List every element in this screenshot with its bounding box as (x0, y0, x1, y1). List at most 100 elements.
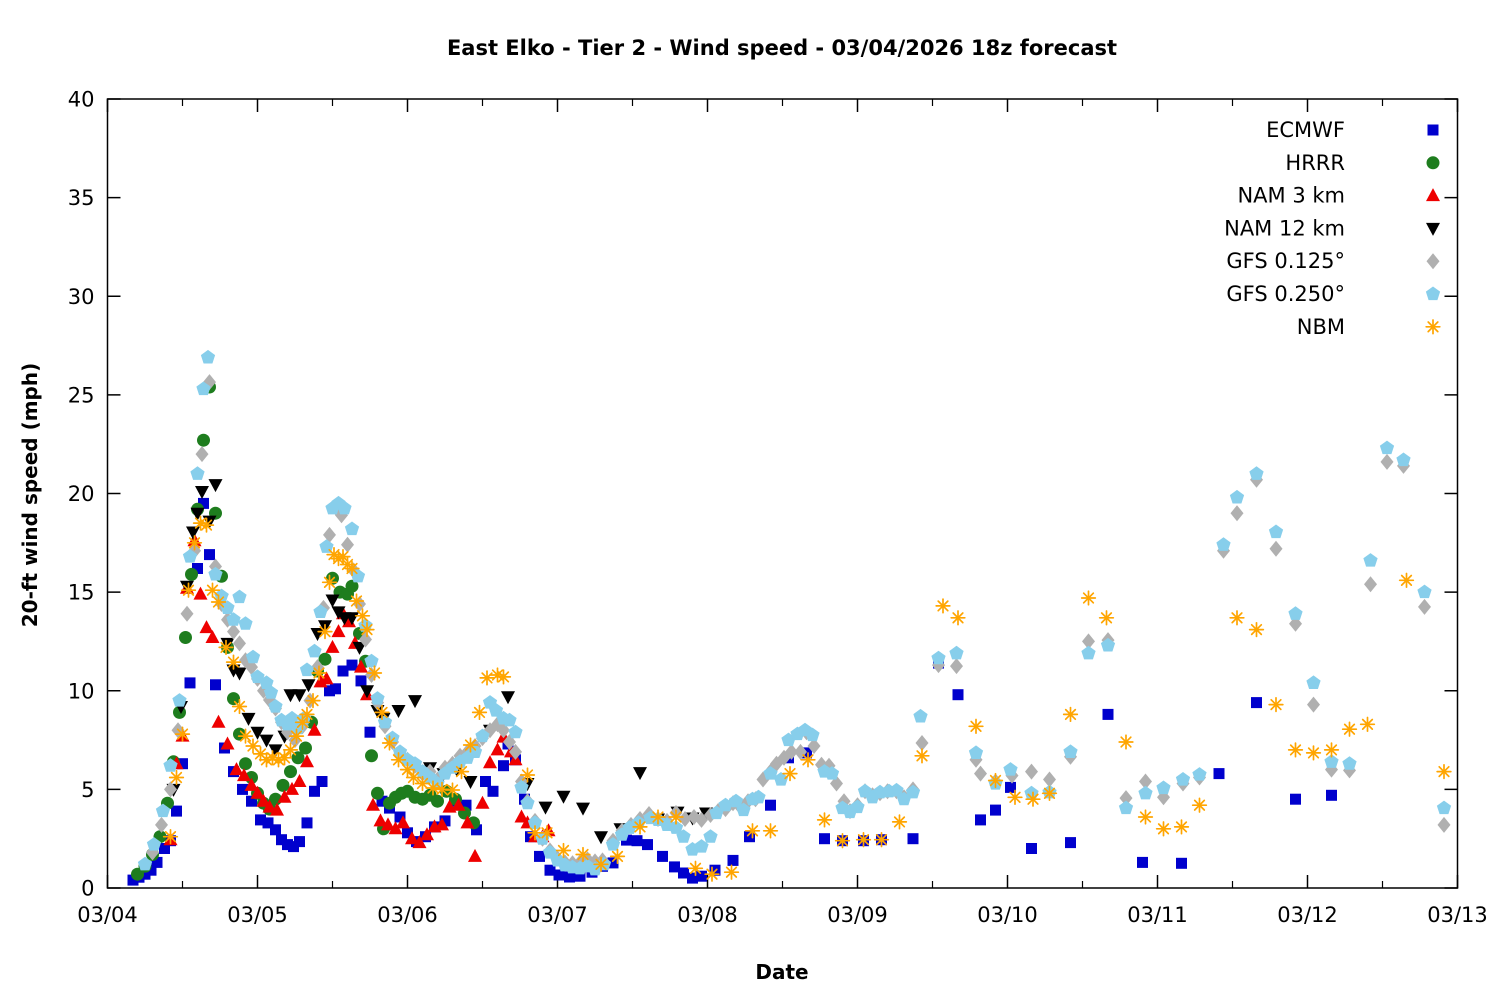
data-point (282, 742, 299, 758)
data-point (405, 769, 422, 786)
data-point (462, 737, 479, 753)
data-point (420, 827, 434, 841)
data-point (479, 670, 495, 686)
data-point (650, 809, 666, 825)
data-point (227, 692, 240, 706)
data-point (1324, 754, 1339, 768)
data-point (164, 781, 177, 798)
data-point (331, 624, 346, 638)
data-point (765, 799, 776, 811)
data-point (488, 703, 504, 717)
data-point (282, 839, 293, 851)
data-point (1251, 697, 1262, 709)
series-nbm (162, 515, 1452, 882)
data-point (819, 833, 830, 845)
data-point (145, 864, 157, 876)
data-point (396, 815, 410, 829)
data-point (605, 837, 621, 851)
data-point (316, 776, 328, 787)
svg-text:GFS 0.250°: GFS 0.250° (1226, 282, 1345, 306)
data-point (723, 864, 740, 880)
data-point (498, 760, 509, 772)
data-point (192, 563, 203, 574)
data-point (359, 621, 375, 638)
data-point (199, 620, 214, 634)
data-point (576, 802, 590, 816)
data-point (657, 850, 668, 862)
data-point (463, 776, 478, 789)
svg-text:03/09: 03/09 (827, 903, 888, 927)
data-point (480, 776, 491, 787)
data-point (292, 774, 307, 787)
svg-text:25: 25 (68, 383, 95, 407)
data-point (337, 665, 349, 677)
data-point (1287, 742, 1304, 758)
data-point (245, 649, 261, 664)
data-point (631, 835, 643, 847)
data-point (233, 635, 246, 652)
data-point (390, 752, 407, 768)
data-point (1098, 610, 1115, 626)
series-gfs-0-125 (146, 374, 1451, 872)
data-point (184, 677, 196, 689)
data-point (241, 712, 256, 726)
data-point (1437, 816, 1451, 833)
data-point (678, 811, 692, 827)
data-point (139, 868, 151, 880)
data-point (1082, 633, 1095, 650)
svg-text:40: 40 (68, 88, 95, 112)
data-point (1364, 576, 1377, 593)
data-point (345, 579, 359, 593)
data-point (231, 698, 248, 715)
data-point (987, 772, 1004, 789)
legend-marker (1426, 222, 1440, 236)
chart-title: East Elko - Tier 2 - Wind speed - 03/04/… (446, 36, 1118, 60)
data-point (226, 612, 241, 626)
data-point (744, 823, 761, 839)
data-point (762, 823, 779, 839)
data-point (435, 817, 449, 831)
data-point (1025, 791, 1041, 807)
data-point (229, 762, 244, 776)
data-point (355, 675, 367, 687)
data-point (185, 567, 198, 581)
data-point (190, 507, 205, 521)
data-point (1041, 785, 1058, 801)
data-point (782, 765, 798, 782)
data-point (801, 747, 812, 759)
data-point (564, 871, 575, 883)
data-point (237, 728, 254, 744)
data-point (1192, 767, 1207, 781)
data-point (250, 785, 265, 799)
data-point (1003, 762, 1018, 776)
series-gfs-0-250 (137, 349, 1452, 876)
series-ecmwf (127, 497, 1337, 886)
svg-text:03/07: 03/07 (527, 903, 588, 927)
data-point (319, 671, 334, 685)
legend-marker (1426, 156, 1440, 170)
data-point (1213, 768, 1225, 780)
data-point (1398, 572, 1415, 588)
data-point (309, 785, 320, 797)
data-point (727, 854, 739, 866)
data-point (350, 568, 366, 583)
data-point (555, 842, 572, 859)
data-point (359, 631, 372, 648)
data-point (323, 526, 336, 543)
data-point (197, 433, 210, 447)
data-point (180, 580, 194, 594)
data-point (259, 734, 274, 748)
data-point (381, 817, 395, 831)
data-point (301, 817, 313, 829)
data-point (1342, 756, 1357, 770)
data-point (502, 712, 517, 727)
data-point (1363, 553, 1378, 567)
data-point (300, 754, 314, 768)
data-point (180, 605, 194, 622)
data-point (527, 815, 543, 829)
data-point (318, 652, 332, 666)
data-point (284, 710, 300, 725)
legend-item-nam-3-km: NAM 3 km (1237, 184, 1440, 208)
data-point (270, 802, 284, 816)
